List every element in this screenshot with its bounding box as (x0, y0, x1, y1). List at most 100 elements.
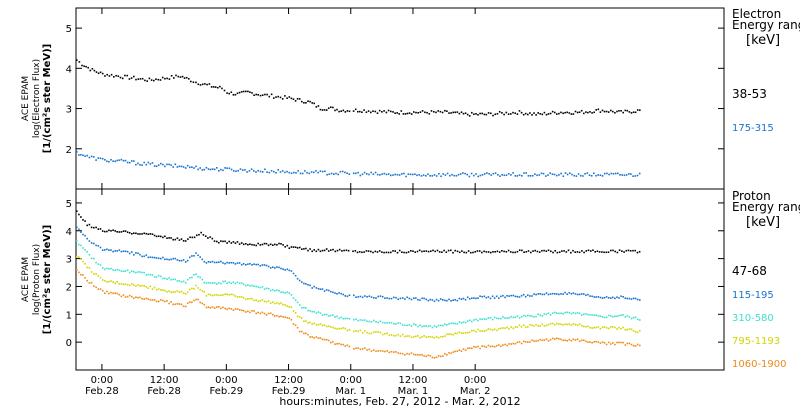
data-point (379, 174, 381, 176)
data-point (448, 323, 450, 325)
data-point (537, 313, 539, 315)
data-point (503, 250, 505, 253)
data-point (398, 174, 401, 176)
data-point (206, 83, 208, 86)
data-point (395, 334, 397, 337)
data-point (386, 321, 388, 324)
data-point (137, 271, 139, 273)
data-point (223, 89, 226, 92)
data-point (399, 297, 402, 300)
data-point (558, 323, 560, 325)
data-point (370, 321, 373, 323)
data-point (446, 333, 448, 336)
data-point (607, 111, 610, 113)
data-point (90, 226, 93, 229)
data-point (282, 303, 284, 306)
data-point (80, 216, 82, 218)
data-point (370, 350, 373, 352)
data-point (220, 282, 222, 285)
data-point (197, 254, 199, 257)
data-point (303, 282, 305, 285)
data-point (137, 252, 139, 254)
data-point (307, 100, 309, 102)
data-point (516, 341, 519, 344)
data-point (393, 334, 395, 337)
data-point (496, 250, 499, 253)
data-point (429, 325, 432, 327)
data-point (176, 280, 179, 282)
data-point (267, 287, 270, 290)
data-point (487, 328, 490, 330)
data-point (359, 174, 362, 177)
data-point (373, 297, 375, 299)
data-point (332, 106, 334, 109)
data-point (86, 279, 88, 282)
data-point (330, 106, 332, 108)
data-point (157, 300, 160, 303)
data-point (570, 251, 572, 254)
data-point (512, 172, 514, 174)
data-point (176, 290, 179, 292)
data-point (626, 315, 629, 317)
data-point (124, 159, 127, 162)
data-point (521, 249, 523, 252)
data-point (407, 173, 410, 175)
data-point (122, 159, 125, 162)
data-point (518, 249, 521, 251)
data-point (531, 295, 533, 297)
data-point (628, 297, 631, 300)
data-point (281, 98, 284, 100)
data-point (253, 299, 255, 302)
data-point (489, 328, 492, 331)
data-point (589, 326, 591, 329)
data-point (496, 113, 499, 115)
data-point (249, 91, 251, 93)
data-point (545, 292, 548, 294)
data-point (466, 320, 469, 322)
data-point (452, 111, 454, 114)
data-point (240, 263, 243, 266)
data-point (126, 295, 129, 298)
data-point (280, 243, 282, 245)
data-point (242, 309, 245, 312)
data-point (616, 341, 618, 344)
data-point (284, 171, 286, 174)
data-point (307, 333, 309, 336)
data-point (584, 173, 586, 175)
data-point (477, 345, 479, 348)
data-point (366, 349, 368, 351)
data-point (401, 297, 404, 299)
data-point (292, 310, 295, 312)
data-point (397, 322, 399, 324)
data-point (139, 253, 141, 256)
data-point (106, 281, 108, 283)
data-point (614, 315, 616, 317)
data-point (612, 316, 614, 318)
data-point (419, 354, 421, 356)
data-point (448, 333, 450, 335)
data-point (242, 283, 245, 286)
data-point (301, 172, 304, 175)
data-point (597, 296, 600, 298)
data-point (601, 251, 603, 253)
data-point (574, 110, 577, 113)
data-point (178, 259, 181, 262)
data-point (543, 339, 546, 341)
data-point (264, 93, 266, 96)
data-point (336, 328, 338, 330)
data-point (454, 332, 456, 335)
data-point (112, 281, 114, 283)
data-point (549, 293, 552, 295)
data-point (453, 174, 455, 177)
data-point (297, 170, 299, 172)
data-point (193, 299, 195, 302)
data-point (552, 251, 554, 254)
data-point (246, 171, 248, 173)
data-point (421, 297, 423, 300)
data-point (166, 300, 168, 302)
data-point (583, 313, 585, 316)
data-point (315, 170, 317, 172)
data-point (524, 112, 527, 115)
data-point (137, 78, 140, 80)
data-point (259, 286, 262, 289)
